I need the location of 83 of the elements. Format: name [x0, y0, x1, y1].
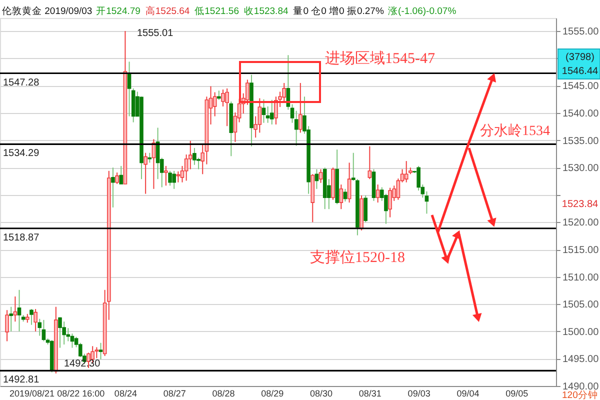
candlestick — [298, 82, 302, 134]
y-tick-label: 1545.00 — [562, 81, 600, 92]
text: (3798) — [566, 52, 594, 63]
candlestick — [144, 152, 148, 194]
candlestick — [94, 346, 99, 359]
y-tick-label: 1535.00 — [562, 136, 600, 147]
annotation: 分水岭1534 — [480, 122, 550, 139]
candlestick — [368, 146, 372, 180]
ref-line-label: 1547.28 — [3, 77, 40, 88]
candlestick — [347, 162, 352, 204]
candlestick — [119, 165, 124, 184]
candlestick — [364, 194, 368, 223]
ref-line-label: 1534.29 — [3, 148, 40, 160]
x-tick-label: 09/05 — [506, 388, 528, 398]
candlestick — [270, 99, 274, 125]
annotation: 进场区域1545-47 — [325, 50, 436, 67]
candlestick — [388, 187, 392, 218]
y-tick-label: 1515.00 — [562, 245, 600, 256]
candlestick — [339, 184, 344, 210]
candlestick — [13, 296, 18, 322]
y-tick-label: 1495.00 — [562, 354, 600, 366]
candlestick — [148, 152, 152, 164]
y-tick-label: 1530.00 — [562, 163, 600, 174]
candlestick — [424, 190, 429, 214]
x-tick-label: 08/27 — [163, 388, 186, 398]
x-tick-label: 2019/08/21 — [9, 388, 55, 398]
x-tick-label: 08/30 — [310, 388, 333, 398]
candlestick — [184, 154, 188, 182]
text: 伦敦黄金 2019/09/03 — [2, 5, 92, 17]
text: 开1524.79 — [96, 6, 140, 17]
candlestick — [42, 319, 46, 342]
candlestick — [164, 165, 168, 186]
candlestick — [34, 308, 38, 332]
y-tick-label: 1520.00 — [562, 218, 600, 229]
candlestick — [115, 172, 119, 184]
text: 高1525.64 — [145, 5, 190, 17]
x-tick-label: 09/04 — [456, 388, 480, 398]
candlestick — [70, 333, 74, 348]
candlestick — [168, 170, 172, 186]
x-tick-label: 08/31 — [358, 388, 382, 398]
candlestick — [30, 308, 34, 326]
text: 涨(-1.06)-0.07% — [388, 5, 457, 17]
candlestick — [376, 184, 380, 204]
candlestick — [262, 98, 266, 124]
candlestick — [62, 321, 66, 346]
candlestick — [258, 98, 262, 134]
y-tick-label: 1555.00 — [562, 26, 600, 38]
x-tick-label: 08/24 — [114, 388, 137, 398]
text: 1523.84 — [562, 199, 599, 210]
candlestick — [5, 310, 9, 342]
text: 低1521.56 — [194, 6, 239, 17]
candlestick — [396, 178, 400, 200]
candlestick — [9, 306, 14, 332]
x-tick-label: 08/29 — [261, 388, 284, 398]
candlestick — [111, 167, 115, 208]
y-tick-label: 1500.00 — [562, 326, 600, 338]
candlestick — [221, 89, 225, 107]
text: 120分钟 — [562, 389, 598, 400]
candlestick — [225, 88, 229, 127]
y-tick-label: 1540.00 — [562, 108, 600, 120]
annotation: 支撑位1520-18 — [310, 249, 405, 266]
ref-line-label: 1518.87 — [3, 232, 40, 244]
candlestick — [172, 170, 176, 190]
text: 收1523.84 — [244, 6, 288, 17]
x-tick-label: 08/22 16:00 — [57, 388, 105, 398]
x-tick-label: 09/03 — [408, 388, 430, 398]
candlestick — [266, 106, 270, 124]
ref-line-label: 1492.81 — [3, 374, 40, 386]
candlestick — [17, 289, 22, 332]
candlestick — [318, 168, 323, 184]
candlestick — [314, 168, 319, 190]
annotation: 1555.01 — [137, 28, 174, 39]
x-tick-label: 08/28 — [212, 388, 235, 398]
text: 1546.44 — [562, 66, 599, 77]
candlestick — [404, 160, 408, 183]
candlestick — [98, 342, 103, 360]
candlestick — [343, 188, 348, 202]
candlestick — [192, 147, 196, 166]
candlestick — [58, 316, 62, 348]
candlestick — [217, 90, 221, 100]
text: 量0 仓0 增0 振0.27% — [293, 5, 384, 17]
y-tick-label: 1505.00 — [562, 300, 600, 311]
y-tick-label: 1510.00 — [562, 272, 600, 284]
